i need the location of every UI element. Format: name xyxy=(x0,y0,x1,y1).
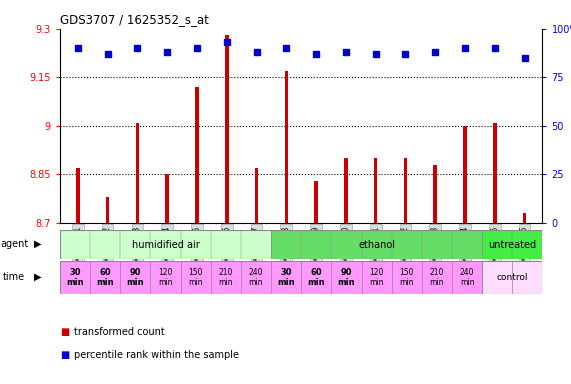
Bar xyxy=(463,126,467,223)
Text: ▶: ▶ xyxy=(34,272,42,282)
Text: 90
min: 90 min xyxy=(127,268,144,287)
Text: ethanol: ethanol xyxy=(358,240,395,250)
Bar xyxy=(433,164,437,223)
Text: 120
min: 120 min xyxy=(158,268,173,287)
Text: percentile rank within the sample: percentile rank within the sample xyxy=(74,350,239,360)
Bar xyxy=(60,261,482,294)
Text: 120
min: 120 min xyxy=(369,268,384,287)
Text: GDS3707 / 1625352_s_at: GDS3707 / 1625352_s_at xyxy=(60,13,209,26)
Bar xyxy=(314,181,318,223)
Text: transformed count: transformed count xyxy=(74,327,165,337)
Bar xyxy=(60,230,271,259)
Bar xyxy=(493,122,497,223)
Text: humidified air: humidified air xyxy=(132,240,199,250)
Bar xyxy=(374,158,377,223)
Text: ■: ■ xyxy=(60,327,69,337)
Text: 150
min: 150 min xyxy=(188,268,203,287)
Bar xyxy=(482,230,542,259)
Text: ■: ■ xyxy=(60,350,69,360)
Bar xyxy=(523,213,526,223)
Text: agent: agent xyxy=(1,239,29,249)
Bar xyxy=(76,168,79,223)
Text: 60
min: 60 min xyxy=(307,268,325,287)
Text: 210
min: 210 min xyxy=(219,268,233,287)
Bar xyxy=(255,168,258,223)
Text: 150
min: 150 min xyxy=(400,268,414,287)
Text: control: control xyxy=(497,273,528,282)
Bar xyxy=(225,35,228,223)
Bar xyxy=(135,122,139,223)
Text: 60
min: 60 min xyxy=(96,268,114,287)
Bar xyxy=(195,87,199,223)
Bar xyxy=(404,158,407,223)
Text: 210
min: 210 min xyxy=(429,268,444,287)
Text: 30
min: 30 min xyxy=(66,268,84,287)
Text: 240
min: 240 min xyxy=(460,268,475,287)
Text: 240
min: 240 min xyxy=(249,268,263,287)
Text: 90
min: 90 min xyxy=(337,268,355,287)
Text: ▶: ▶ xyxy=(34,239,42,249)
Bar xyxy=(482,261,542,294)
Text: time: time xyxy=(3,272,25,282)
Bar xyxy=(284,71,288,223)
Bar xyxy=(166,174,169,223)
Text: 30
min: 30 min xyxy=(278,268,295,287)
Bar xyxy=(271,230,482,259)
Text: untreated: untreated xyxy=(488,240,536,250)
Bar xyxy=(106,197,110,223)
Bar xyxy=(344,158,348,223)
